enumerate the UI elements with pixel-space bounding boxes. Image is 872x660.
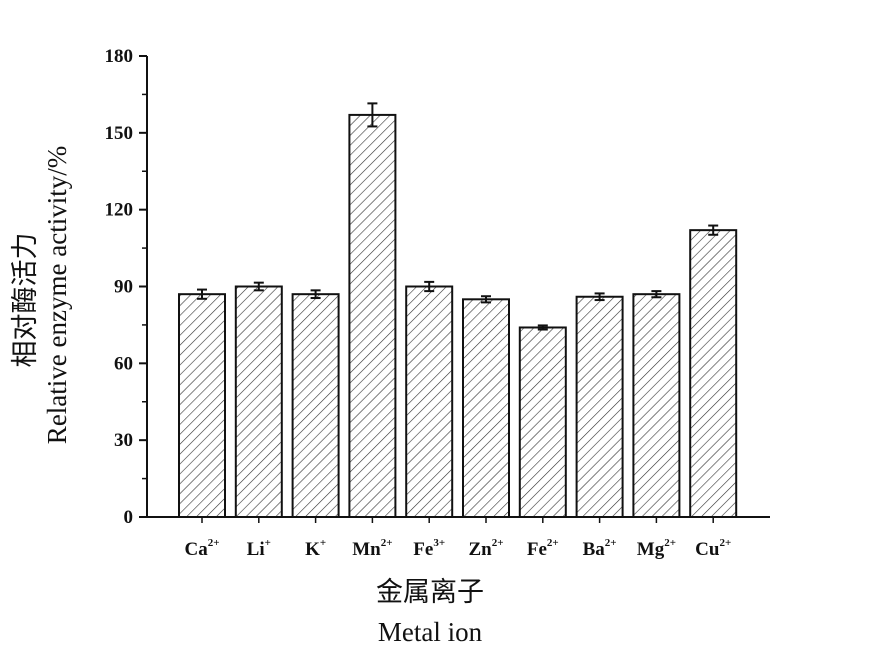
- error-bars: [197, 102, 719, 331]
- bar: [291, 293, 340, 518]
- bars: [178, 113, 738, 519]
- bar: [575, 295, 624, 518]
- x-tick-label: Mg2+: [637, 537, 676, 560]
- y-ticks: 0 30 60 90 120 150 180: [105, 46, 147, 528]
- x-axis-title-en: Metal ion: [378, 617, 483, 647]
- x-tick-labels: Ca2+ Li+ K+ Mn2+ Fe3+ Zn2+ Fe2+ Ba2+ Mg2+ Cu2+: [184, 517, 731, 560]
- x-tick-label: Ca2+: [184, 537, 219, 560]
- bar: [632, 293, 681, 518]
- x-tick-label: Zn2+: [468, 537, 503, 560]
- y-axis-title-en: Relative enzyme activity/%: [42, 146, 72, 444]
- bar: [178, 293, 226, 518]
- y-tick-label: 30: [114, 430, 133, 451]
- y-tick-label: 120: [105, 200, 134, 221]
- x-tick-label: Fe2+: [527, 537, 559, 560]
- x-tick-label: Fe3+: [413, 537, 445, 560]
- x-tick-label: Cu2+: [695, 537, 731, 560]
- bar: [462, 298, 510, 518]
- y-tick-label: 180: [105, 46, 134, 67]
- x-tick-label: Ba2+: [583, 537, 617, 560]
- y-tick-label: 60: [114, 353, 133, 374]
- y-tick-label: 90: [114, 277, 133, 298]
- y-tick-label: 150: [105, 123, 134, 144]
- bar: [348, 113, 397, 519]
- x-axis-title-cn: 金属离子: [376, 577, 484, 607]
- y-axis-title-cn: 相对酶活力: [10, 233, 40, 368]
- bar: [405, 285, 454, 518]
- y-tick-label: 0: [124, 507, 134, 528]
- x-tick-label: Li+: [247, 537, 271, 560]
- x-tick-label: K+: [305, 537, 326, 560]
- x-tick-label: Mn2+: [352, 537, 392, 560]
- bar: [234, 285, 283, 518]
- bar: [689, 229, 738, 518]
- bar: [518, 326, 567, 518]
